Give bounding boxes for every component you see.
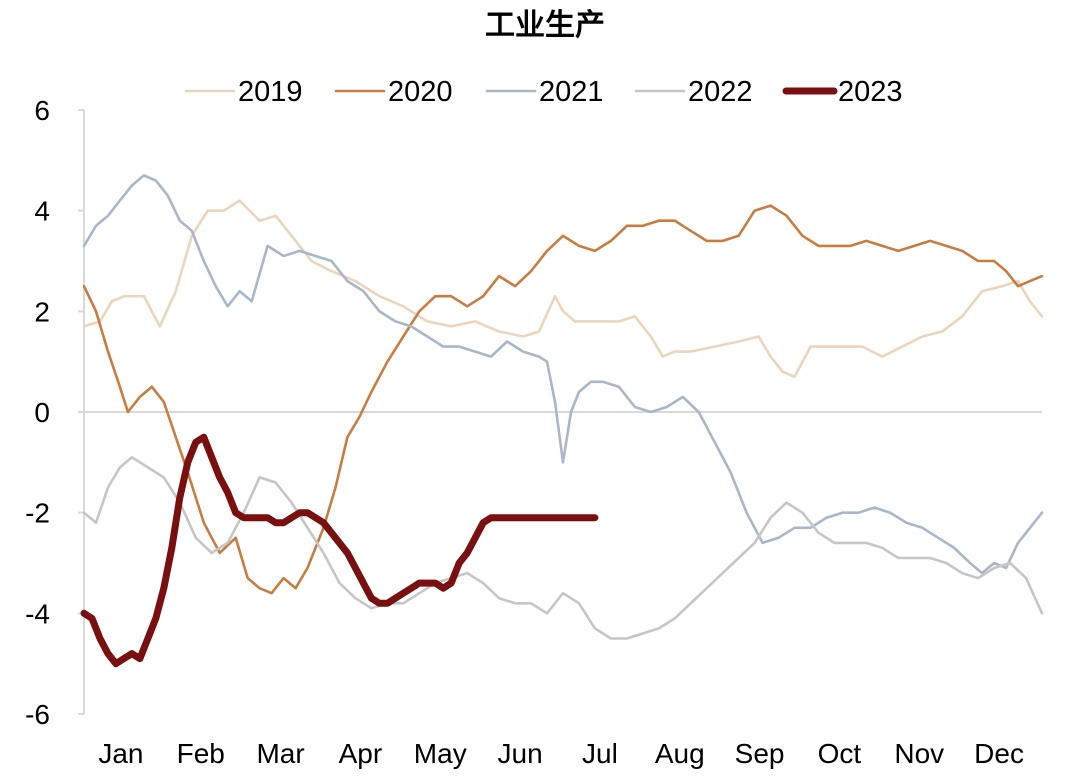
- x-tick-label: Feb: [177, 738, 225, 769]
- y-tick-label: -2: [25, 498, 50, 529]
- series-layer: [80, 174, 1044, 668]
- x-tick-label: Jun: [498, 738, 543, 769]
- x-tick-label: Dec: [974, 738, 1024, 769]
- legend: 2019 2020 2021 2022 2023: [184, 76, 903, 108]
- x-axis-ticks: Jan Feb Mar Apr May Jun Jul Aug Sep Oct Nov Dec: [98, 738, 1024, 769]
- legend-label: 2020: [388, 76, 453, 108]
- series-line-2019: [82, 199, 1044, 379]
- legend-label: 2021: [539, 76, 604, 108]
- x-tick-label: Oct: [818, 738, 862, 769]
- series-line-2023: [80, 433, 599, 668]
- series-line-2022: [82, 455, 1044, 640]
- y-tick-label: -6: [25, 699, 50, 730]
- x-tick-label: Sep: [735, 738, 785, 769]
- x-tick-label: Mar: [256, 738, 304, 769]
- legend-label: 2019: [238, 76, 303, 108]
- y-tick-label: 0: [34, 397, 50, 428]
- legend-label: 2023: [838, 76, 903, 108]
- x-tick-label: Jan: [98, 738, 143, 769]
- x-tick-label: Apr: [339, 738, 383, 769]
- x-tick-label: Nov: [894, 738, 944, 769]
- y-tick-label: -4: [25, 598, 50, 629]
- chart-title: 工业生产: [485, 8, 605, 43]
- legend-label: 2022: [688, 76, 753, 108]
- y-tick-label: 6: [34, 95, 50, 126]
- y-tick-label: 4: [34, 196, 50, 227]
- x-tick-label: Aug: [655, 738, 705, 769]
- x-tick-label: May: [414, 738, 467, 769]
- x-tick-label: Jul: [582, 738, 618, 769]
- series-line-2020: [82, 204, 1044, 595]
- axes: [83, 110, 1042, 714]
- y-tick-label: 2: [34, 296, 50, 327]
- series-line-2021: [82, 174, 1044, 575]
- y-axis-ticks: 6 4 2 0 -2 -4 -6: [25, 95, 84, 730]
